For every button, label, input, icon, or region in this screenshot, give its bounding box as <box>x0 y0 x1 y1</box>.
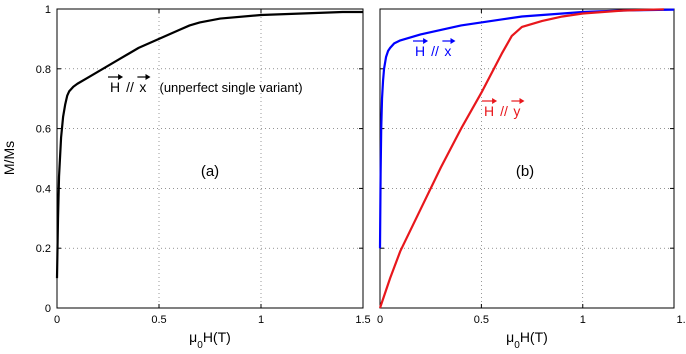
series-label-1: H // y <box>482 98 525 119</box>
panel-a: 0 0.5 1 1.5 0 0.2 0.4 0.6 0.8 1 H // x (unperfect sin… <box>36 4 371 351</box>
x-tick-label: 0 <box>54 314 60 326</box>
x-axis-label: μ0H(T) <box>189 329 231 351</box>
x-axis-label: μ0H(T) <box>506 329 548 351</box>
panel-b: 0 0.5 1 1.5 H // x H // y (b) μ0H(T) <box>377 8 686 351</box>
annotation-label-arrowhead2 <box>145 74 151 80</box>
series-label-0-vec2: x <box>444 43 451 59</box>
series-label-1-arrowhead2 <box>519 98 525 104</box>
x-tick-label: 1.5 <box>676 314 686 326</box>
panel-label: (a) <box>201 163 219 180</box>
x-tick-label: 0.5 <box>474 314 489 326</box>
x-tick-label: 1 <box>258 314 264 326</box>
x-tick-label: 1 <box>580 314 586 326</box>
series-label-0-arrowhead2 <box>450 38 456 44</box>
y-tick-label: 0.2 <box>36 243 51 255</box>
x-tick-label: 1.5 <box>355 314 370 326</box>
series-label-1-vec2: y <box>513 103 520 119</box>
annotation-label-arrowhead1 <box>118 74 124 80</box>
series-label-1-sep: // <box>500 103 508 119</box>
annotation-label-vec2: x <box>139 79 146 95</box>
axes-box <box>56 8 364 309</box>
x-tick-label: 0 <box>377 314 383 326</box>
series-label-1-arrowhead1 <box>492 98 498 104</box>
y-tick-label: 0.4 <box>36 183 51 195</box>
series-line-0 <box>55 10 363 279</box>
panel-label: (b) <box>516 163 534 180</box>
annotation-label-sep: // <box>126 79 134 95</box>
y-tick-label: 1 <box>45 4 51 16</box>
series-label-0-arrowhead1 <box>423 38 429 44</box>
y-tick-label: 0.6 <box>36 124 51 136</box>
y-tick-label: 0 <box>45 303 51 315</box>
series-label-1-vec1: H <box>484 103 494 119</box>
series-label-0: H // x <box>413 38 456 59</box>
y-axis-label: M/Ms <box>1 141 17 175</box>
series-label-0-sep: // <box>431 43 439 59</box>
y-tick-label: 0.8 <box>36 64 51 76</box>
x-tick-label: 0.5 <box>151 314 166 326</box>
series-line-1 <box>378 8 664 309</box>
series-label-0-vec1: H <box>415 43 425 59</box>
series-line-0 <box>378 8 675 249</box>
annotation-label: H // x <box>108 74 151 95</box>
annotation-label-vec1: H <box>110 79 120 95</box>
annotation-note: (unperfect single variant) <box>160 80 303 95</box>
